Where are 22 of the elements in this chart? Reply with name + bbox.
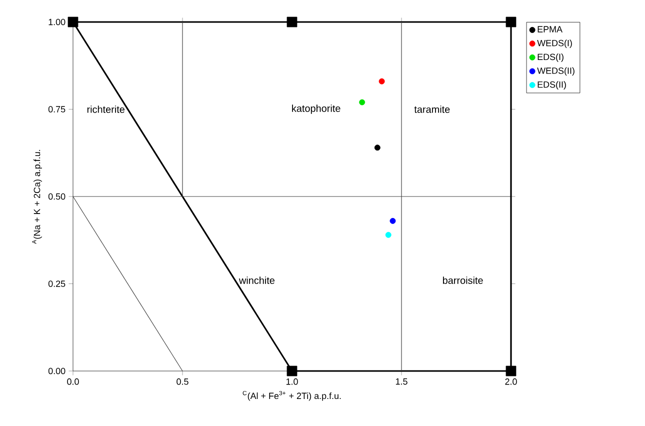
y-tick-label: 0.50 xyxy=(48,193,66,200)
x-tick-label: 0.5 xyxy=(176,378,188,385)
x-tick-label: 0.0 xyxy=(67,378,79,385)
y-tick-label: 0.25 xyxy=(48,280,66,287)
y-tick-label: 0.75 xyxy=(48,106,66,112)
legend-label: EDS(I) xyxy=(538,53,564,62)
x-tick-label: 1.0 xyxy=(286,378,298,385)
annotation: winchite xyxy=(238,276,275,284)
legend-label: EDS(II) xyxy=(538,81,566,90)
annotation: richterite xyxy=(87,106,124,113)
x-tick-label: 1.5 xyxy=(396,378,408,385)
y-tick-label: 1.00 xyxy=(48,18,66,26)
x-tick-label: 2.0 xyxy=(505,378,517,385)
annotation: taramite xyxy=(414,106,450,113)
y-tick-label: 0.00 xyxy=(48,368,66,374)
annotation: katophorite xyxy=(292,104,340,114)
legend-label: WEDS(I) xyxy=(537,40,572,48)
x-axis-title: $^{C}$(Al + Fe$^{3+}$ + 2Ti) a.p.f.u. xyxy=(242,390,341,401)
y-axis-title: $^{A}$(Na + K + 2Ca) a.p.f.u. xyxy=(32,150,42,244)
legend-label: EPMA xyxy=(538,26,562,32)
annotation: barroisite xyxy=(442,276,483,284)
legend-label: WEDS(II) xyxy=(537,67,574,76)
